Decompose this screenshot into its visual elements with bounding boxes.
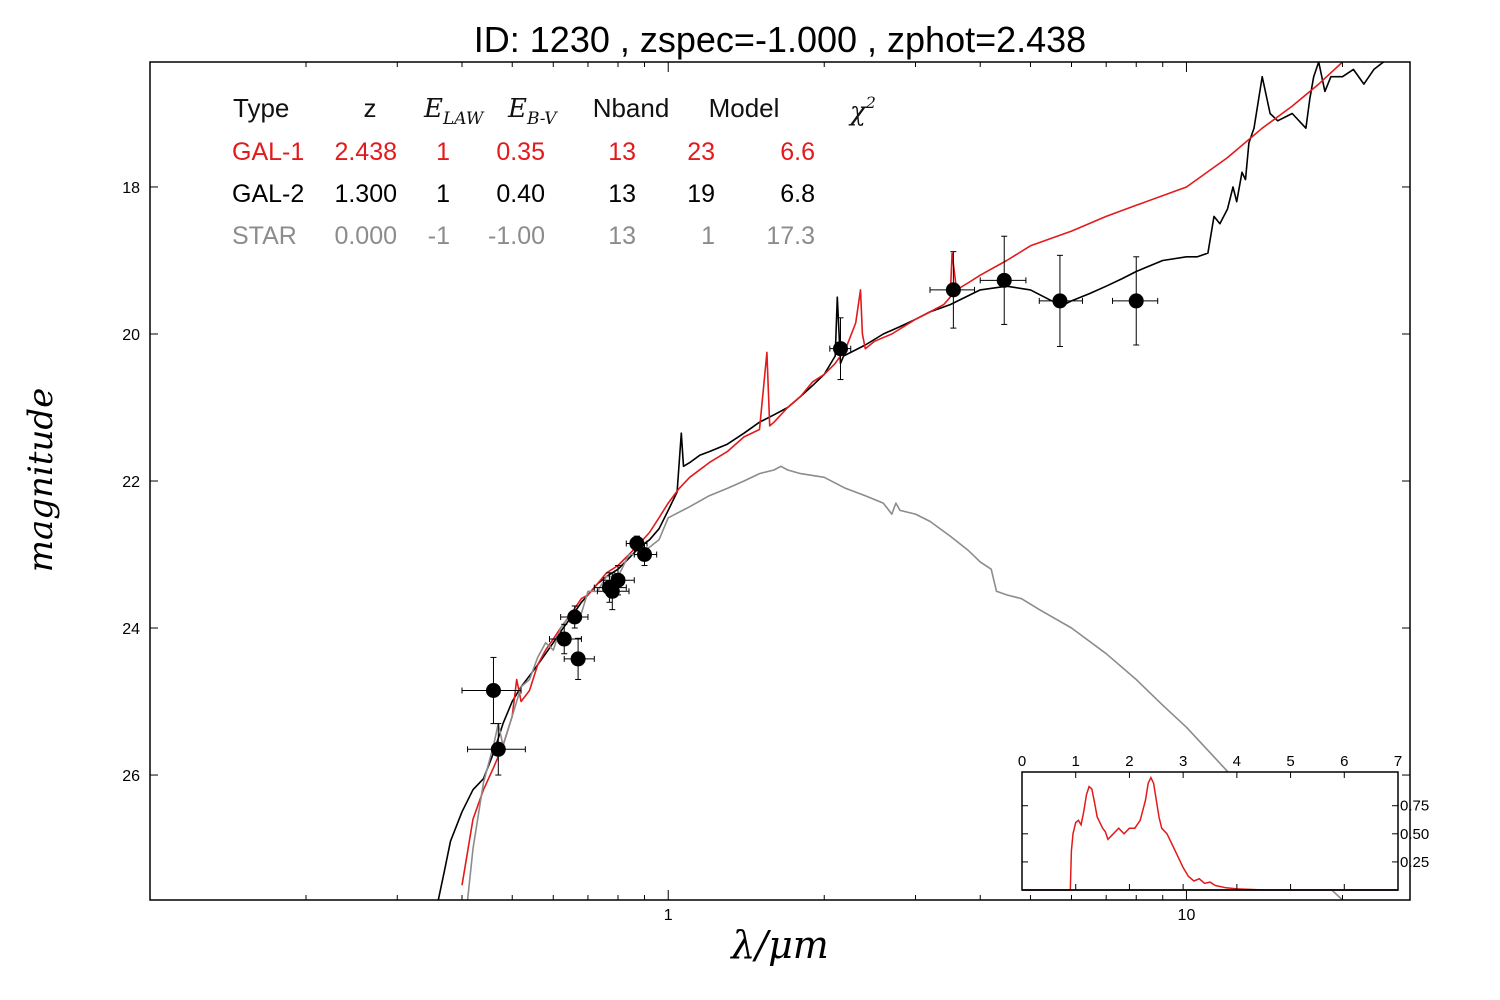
inset-x-tick-label: 4 <box>1233 753 1241 770</box>
photometry-marker <box>556 631 572 647</box>
plot-frame <box>149 61 1411 901</box>
y-tick-label: 18 <box>122 180 140 197</box>
fit-cell-gal1-model: 23 <box>687 138 715 166</box>
fit-cell-gal1-type: GAL-1 <box>232 138 304 166</box>
fit-cell-star-type: STAR <box>232 222 297 250</box>
photometry-point <box>1038 254 1083 347</box>
photometry-point <box>829 317 852 381</box>
inset-y-tick-label: 0.25 <box>1400 854 1429 871</box>
photometry-marker <box>637 547 653 563</box>
header-nband: Nband <box>593 93 670 123</box>
redshift-pdf-inset: 0 1 2 3 4 5 6 7 0.25 0.50 0.75 <box>1018 753 1429 891</box>
photometry-marker <box>945 282 961 298</box>
inset-x-tick-label: 5 <box>1286 753 1294 770</box>
fit-cell-gal2-elaw: 1 <box>436 180 450 208</box>
photometry-marker <box>567 609 583 625</box>
photometry-point <box>1112 256 1159 346</box>
fit-cell-gal2-model: 19 <box>687 180 715 208</box>
y-tick-label: 24 <box>122 621 140 638</box>
photometry-points <box>461 235 1159 776</box>
inset-y-tick-label: 0.75 <box>1400 798 1429 815</box>
series-line-star <box>466 465 1344 900</box>
photometry-marker <box>1052 293 1068 309</box>
y-tick-label: 20 <box>122 327 140 344</box>
inset-y-tick-label: 0.50 <box>1400 826 1429 843</box>
header-model: Model <box>709 93 780 123</box>
fit-cell-gal2-ebv: 0.40 <box>496 180 545 208</box>
inset-x-tick-label: 3 <box>1179 753 1187 770</box>
y-tick-label: 26 <box>122 768 140 785</box>
inset-line-pdz <box>1022 775 1398 891</box>
photometry-point <box>467 723 526 776</box>
fit-cell-gal1-z: 2.438 <box>334 138 397 166</box>
photometry-marker <box>996 272 1012 288</box>
y-tick-label: 22 <box>122 474 140 491</box>
inset-x-tick-label: 6 <box>1340 753 1348 770</box>
x-tick-label: 1 <box>664 907 673 924</box>
photometry-point <box>461 656 522 725</box>
photometry-marker <box>1128 293 1144 309</box>
fit-cell-star-elaw: -1 <box>428 222 450 250</box>
y-axis-label: magnitude <box>21 388 61 573</box>
photometry-marker <box>629 535 645 551</box>
fit-cell-gal1-nband: 13 <box>608 138 636 166</box>
photometry-marker <box>485 683 501 698</box>
x-axis-label: λ/μm <box>729 923 829 967</box>
fit-cell-star-model: 1 <box>701 222 715 250</box>
fit-results-table: Type z ELAW EB-V Nband Model χ2 GAL-1 2.438 1 0.35… <box>232 93 876 250</box>
series-line-gal1 <box>461 62 1365 886</box>
fit-cell-star-z: 0.000 <box>334 222 397 250</box>
header-chi2: χ2 <box>848 93 876 127</box>
inset-frame <box>1021 771 1399 891</box>
inset-x-tick-label: 0 <box>1018 753 1026 770</box>
photometry-marker <box>490 741 506 757</box>
inset-x-tick-label: 2 <box>1125 753 1133 770</box>
fit-cell-star-nband: 13 <box>608 222 636 250</box>
photometry-point <box>929 251 976 329</box>
inset-x-tick-label: 1 <box>1072 753 1080 770</box>
inset-x-tick-label: 7 <box>1394 753 1402 770</box>
photometry-point <box>602 565 635 596</box>
header-ebv: EB-V <box>507 94 558 129</box>
photometry-point <box>563 637 595 680</box>
fit-cell-gal2-z: 1.300 <box>334 180 397 208</box>
fit-cell-star-ebv: -1.00 <box>488 222 545 250</box>
fit-cell-star-chi2: 17.3 <box>766 222 815 250</box>
photometry-point <box>548 623 582 655</box>
photometry-point <box>560 605 589 629</box>
photometry-marker <box>570 651 586 667</box>
header-type: Type <box>233 93 289 123</box>
fit-cell-gal1-elaw: 1 <box>436 138 450 166</box>
chart-title: ID: 1230 , zspec=-1.000 , zphot=2.438 <box>474 19 1086 60</box>
photometry-marker <box>833 341 849 357</box>
fit-cell-gal2-nband: 13 <box>608 180 636 208</box>
fit-cell-gal2-type: GAL-2 <box>232 180 304 208</box>
fit-cell-gal2-chi2: 6.8 <box>780 180 815 208</box>
header-elaw: ELAW <box>423 94 485 129</box>
photometry-marker <box>610 572 626 588</box>
photometry-point <box>979 235 1027 325</box>
header-z: z <box>364 93 377 123</box>
fit-cell-gal1-ebv: 0.35 <box>496 138 545 166</box>
photometry-point <box>633 542 658 567</box>
x-tick-label: 10 <box>1178 907 1196 924</box>
fit-cell-gal1-chi2: 6.6 <box>780 138 815 166</box>
